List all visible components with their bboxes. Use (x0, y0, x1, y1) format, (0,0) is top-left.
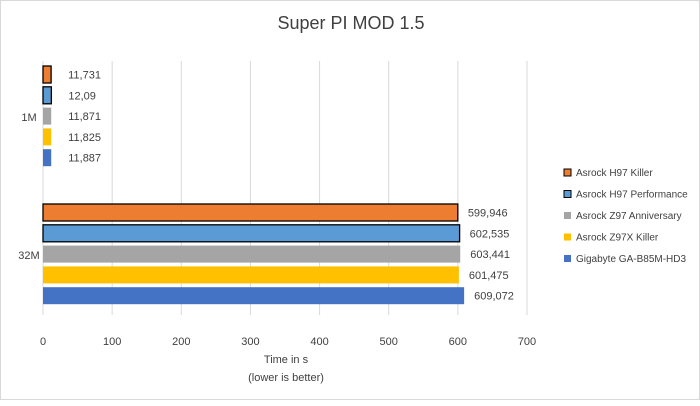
data-label: 11,731 (68, 70, 101, 82)
x-axis-title: Time in s (264, 354, 309, 366)
data-label: 11,887 (68, 153, 101, 165)
bar (42, 224, 461, 243)
data-label: 603,441 (470, 249, 510, 261)
bar (43, 266, 459, 284)
bar (42, 203, 459, 222)
bar (43, 128, 52, 146)
x-tick-label: 400 (310, 336, 328, 348)
bar (42, 86, 53, 105)
legend-swatch (564, 212, 571, 219)
legend-entry: Gigabyte GA-B85M-HD3 (576, 254, 686, 265)
legend-entry: Asrock H97 Performance (576, 190, 688, 201)
legend-entry: Asrock Z97 Anniversary (576, 211, 682, 222)
legend-entry: Asrock Z97X Killer (576, 233, 659, 244)
bar (43, 287, 465, 305)
x-tick-label: 0 (40, 336, 46, 348)
x-axis-note: (lower is better) (248, 372, 324, 384)
bar (43, 107, 52, 125)
bar (42, 65, 52, 84)
chart-title: Super PI MOD 1.5 (277, 13, 424, 33)
x-tick-label: 200 (172, 336, 190, 348)
category-label: 1M (21, 112, 36, 124)
legend-entry: Asrock H97 Killer (576, 168, 653, 179)
data-label: 599,946 (468, 208, 508, 220)
legend-swatch (564, 255, 571, 262)
x-tick-label: 100 (103, 336, 121, 348)
data-label: 11,871 (68, 111, 101, 123)
data-label: 609,072 (474, 291, 514, 303)
x-tick-label: 300 (241, 336, 259, 348)
x-tick-label: 500 (380, 336, 398, 348)
bar (43, 245, 461, 263)
bar (43, 149, 52, 167)
legend-swatch (564, 233, 571, 241)
data-label: 12,09 (68, 90, 96, 102)
x-tick-label: 700 (518, 336, 536, 348)
category-label: 32M (18, 250, 39, 262)
x-tick-label: 600 (449, 336, 467, 348)
data-label: 602,535 (470, 228, 510, 240)
data-label: 601,475 (469, 270, 509, 282)
legend-swatch (563, 190, 572, 198)
legend-swatch (563, 168, 572, 177)
data-label: 11,825 (68, 132, 101, 144)
